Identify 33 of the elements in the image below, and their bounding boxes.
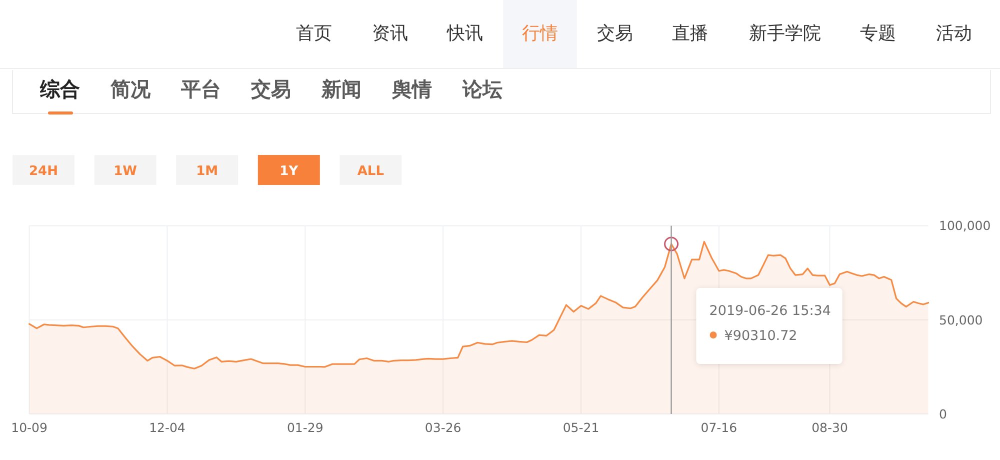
button-label: 1Y <box>280 164 298 179</box>
button-label: 1W <box>114 164 137 179</box>
x-tick-label: 05-21 <box>562 420 600 435</box>
y-tick-label: 50,000 <box>939 312 983 328</box>
tab-label: 论坛 <box>462 77 502 101</box>
tab-label: 新闻 <box>322 77 362 101</box>
y-tick-label: 100,000 <box>939 218 991 234</box>
y-tick-label: 0 <box>939 406 947 422</box>
tooltip-text: ¥90310.72 <box>724 328 798 344</box>
tab-label: 简况 <box>110 77 150 101</box>
tab-label: 交易 <box>251 77 292 101</box>
x-tick-label: 01-29 <box>287 420 324 435</box>
x-tick-label: 08-30 <box>812 420 848 435</box>
x-tick-label: 10-09 <box>11 420 48 435</box>
x-tick-label: 07-16 <box>700 420 738 435</box>
nav-label: 直播 <box>672 23 708 44</box>
button-label: ALL <box>357 164 384 179</box>
nav-label: 资讯 <box>372 23 408 44</box>
nav-label: 活动 <box>936 23 972 44</box>
nav-label: 首页 <box>296 23 332 44</box>
button-label: 1M <box>196 164 218 179</box>
tab-label: 综合 <box>40 77 80 101</box>
nav-label: 行情 <box>522 23 558 44</box>
nav-label: 快讯 <box>447 23 483 44</box>
x-tick-label: 03-26 <box>424 420 462 435</box>
nav-label: 交易 <box>597 23 633 44</box>
tab-label: 平台 <box>180 77 221 101</box>
nav-label: 新手学院 <box>749 23 821 44</box>
tab-label: 舆情 <box>392 77 432 101</box>
tooltip-text: 2019-06-26 15:34 <box>709 303 831 319</box>
nav-label: 专题 <box>860 23 896 44</box>
x-tick-label: 12-04 <box>149 420 186 435</box>
button-label: 24H <box>29 164 58 179</box>
